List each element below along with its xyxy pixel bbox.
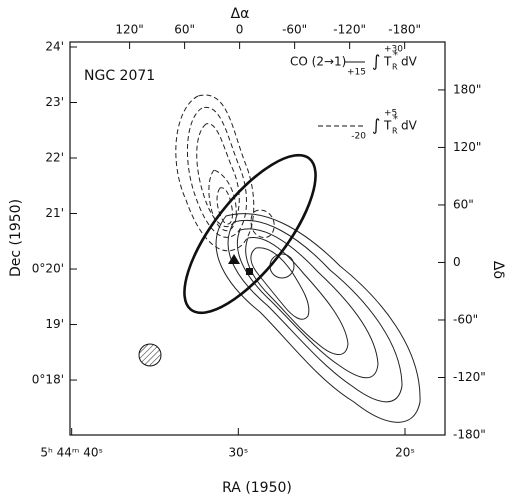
- y2-tick-label: 60": [453, 197, 474, 211]
- legend-integrand: T: [383, 119, 392, 133]
- x-tick-label: 30ˢ: [228, 446, 248, 460]
- legend-upper: +30: [384, 45, 403, 55]
- legend-upper: +5: [384, 109, 397, 119]
- y2-tick-label: -60": [453, 312, 478, 326]
- y-tick-label: 0°18': [32, 373, 64, 387]
- y-tick-label: 21': [45, 206, 64, 220]
- legend-integral: ∫: [372, 116, 380, 135]
- red-lobe-contours: [215, 213, 421, 423]
- legend-molecule: CO (2→1): [290, 55, 346, 69]
- x2-tick-label: -120": [333, 23, 366, 37]
- object-label: NGC 2071: [84, 68, 155, 84]
- x-tick-label: 5ʰ 44ᵐ 40ˢ: [40, 446, 103, 460]
- legend-lower: -20: [351, 132, 366, 142]
- x2-tick-label: -180": [388, 23, 421, 37]
- legend-differential: dV: [401, 119, 418, 133]
- y2-tick-label: 0: [453, 255, 461, 269]
- y-tick-label: 19': [45, 317, 64, 331]
- y2-tick-label: 120": [453, 140, 481, 154]
- x2-axis-title: Δα: [231, 6, 250, 22]
- x2-tick-label: -60": [282, 23, 307, 37]
- x-tick-label: 20ˢ: [395, 446, 415, 460]
- y2-tick-label: -180": [453, 428, 486, 442]
- outline-loop: [183, 153, 317, 315]
- y-tick-label: 23': [45, 95, 64, 109]
- plot-frame: [69, 41, 446, 436]
- legend-lower: +15: [347, 68, 366, 78]
- legend-integrand-sup: *: [393, 50, 398, 61]
- legend-integrand-sub: R: [392, 63, 398, 72]
- y-tick-label: 0°20': [32, 262, 64, 276]
- x2-tick-label: 120": [115, 23, 143, 37]
- x-axis-title: RA (1950): [222, 480, 292, 496]
- x2-tick-label: 60": [174, 23, 195, 37]
- y2-tick-label: -120": [453, 370, 486, 384]
- y2-axis-title: Δδ: [490, 261, 506, 279]
- x2-tick-label: 0: [236, 23, 244, 37]
- legend-integrand: T: [383, 55, 392, 69]
- legend-differential: dV: [401, 55, 418, 69]
- beam: [138, 343, 162, 367]
- square-marker: [246, 268, 253, 275]
- legend-integrand-sub: R: [392, 127, 398, 136]
- y-tick-label: 22': [45, 151, 64, 165]
- y2-tick-label: 180": [453, 82, 481, 96]
- triangle-marker: [228, 254, 240, 264]
- legend-integral: ∫: [372, 52, 380, 71]
- y-axis-title: Dec (1950): [8, 199, 24, 277]
- y-tick-label: 24': [45, 39, 64, 53]
- legend-integrand-sup: *: [393, 114, 398, 125]
